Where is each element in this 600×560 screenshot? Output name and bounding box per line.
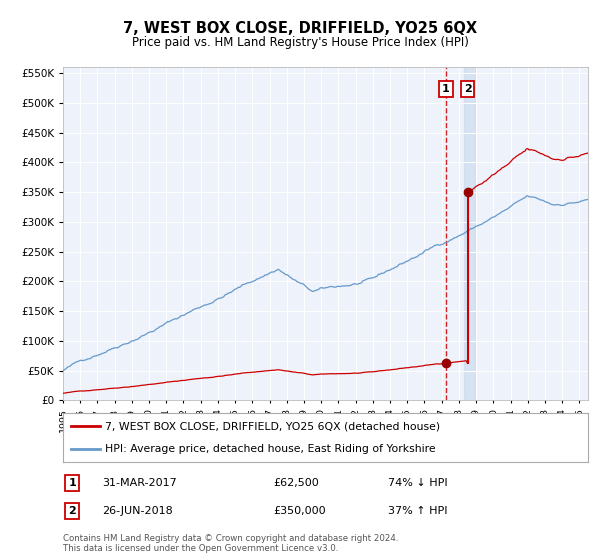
Text: Price paid vs. HM Land Registry's House Price Index (HPI): Price paid vs. HM Land Registry's House … (131, 36, 469, 49)
Text: 7, WEST BOX CLOSE, DRIFFIELD, YO25 6QX (detached house): 7, WEST BOX CLOSE, DRIFFIELD, YO25 6QX (… (105, 421, 440, 431)
Text: 1: 1 (442, 84, 450, 94)
Text: £350,000: £350,000 (273, 506, 326, 516)
Text: 7, WEST BOX CLOSE, DRIFFIELD, YO25 6QX: 7, WEST BOX CLOSE, DRIFFIELD, YO25 6QX (123, 21, 477, 36)
Text: HPI: Average price, detached house, East Riding of Yorkshire: HPI: Average price, detached house, East… (105, 444, 436, 454)
Bar (464, 67, 475, 400)
Text: 74% ↓ HPI: 74% ↓ HPI (389, 478, 448, 488)
Text: 31-MAR-2017: 31-MAR-2017 (103, 478, 177, 488)
Text: 26-JUN-2018: 26-JUN-2018 (103, 506, 173, 516)
Text: Contains HM Land Registry data © Crown copyright and database right 2024.
This d: Contains HM Land Registry data © Crown c… (63, 534, 398, 553)
Text: 37% ↑ HPI: 37% ↑ HPI (389, 506, 448, 516)
Text: 2: 2 (68, 506, 76, 516)
Text: 1: 1 (68, 478, 76, 488)
Text: £62,500: £62,500 (273, 478, 319, 488)
Text: 2: 2 (464, 84, 472, 94)
